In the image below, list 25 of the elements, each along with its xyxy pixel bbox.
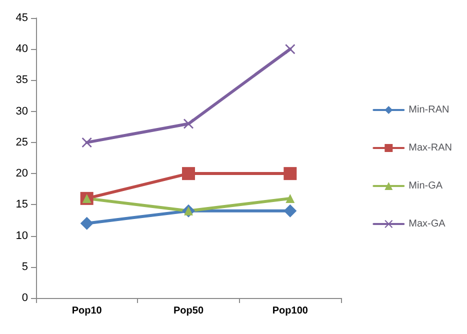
y-tick-label: 10 — [16, 230, 28, 242]
y-tick-label: 0 — [22, 292, 28, 304]
point — [182, 167, 195, 180]
legend-label: Min-RAN — [408, 104, 450, 116]
x-tick-label: Pop100 — [272, 306, 308, 316]
y-tick-label: 30 — [16, 105, 28, 118]
y-tick-label: 5 — [22, 260, 28, 273]
point — [82, 137, 92, 148]
y-tick-label: 25 — [16, 136, 28, 148]
legend-label: Max-GA — [408, 218, 446, 230]
point — [284, 204, 297, 218]
y-tick-label: 45 — [16, 12, 28, 24]
y-tick-label: 15 — [16, 198, 28, 211]
legend-label: Max-RAN — [408, 142, 452, 154]
point — [80, 216, 94, 230]
point — [285, 44, 296, 54]
legend-label: Min-GA — [408, 180, 443, 192]
point — [284, 167, 297, 180]
y-tick-label: 20 — [16, 168, 28, 180]
point — [184, 118, 194, 129]
y-tick-label: 40 — [16, 43, 28, 56]
x-tick-label: Pop50 — [173, 306, 204, 316]
y-tick-label: 35 — [16, 74, 28, 86]
x-tick-label: Pop10 — [72, 306, 102, 316]
point — [286, 194, 295, 203]
